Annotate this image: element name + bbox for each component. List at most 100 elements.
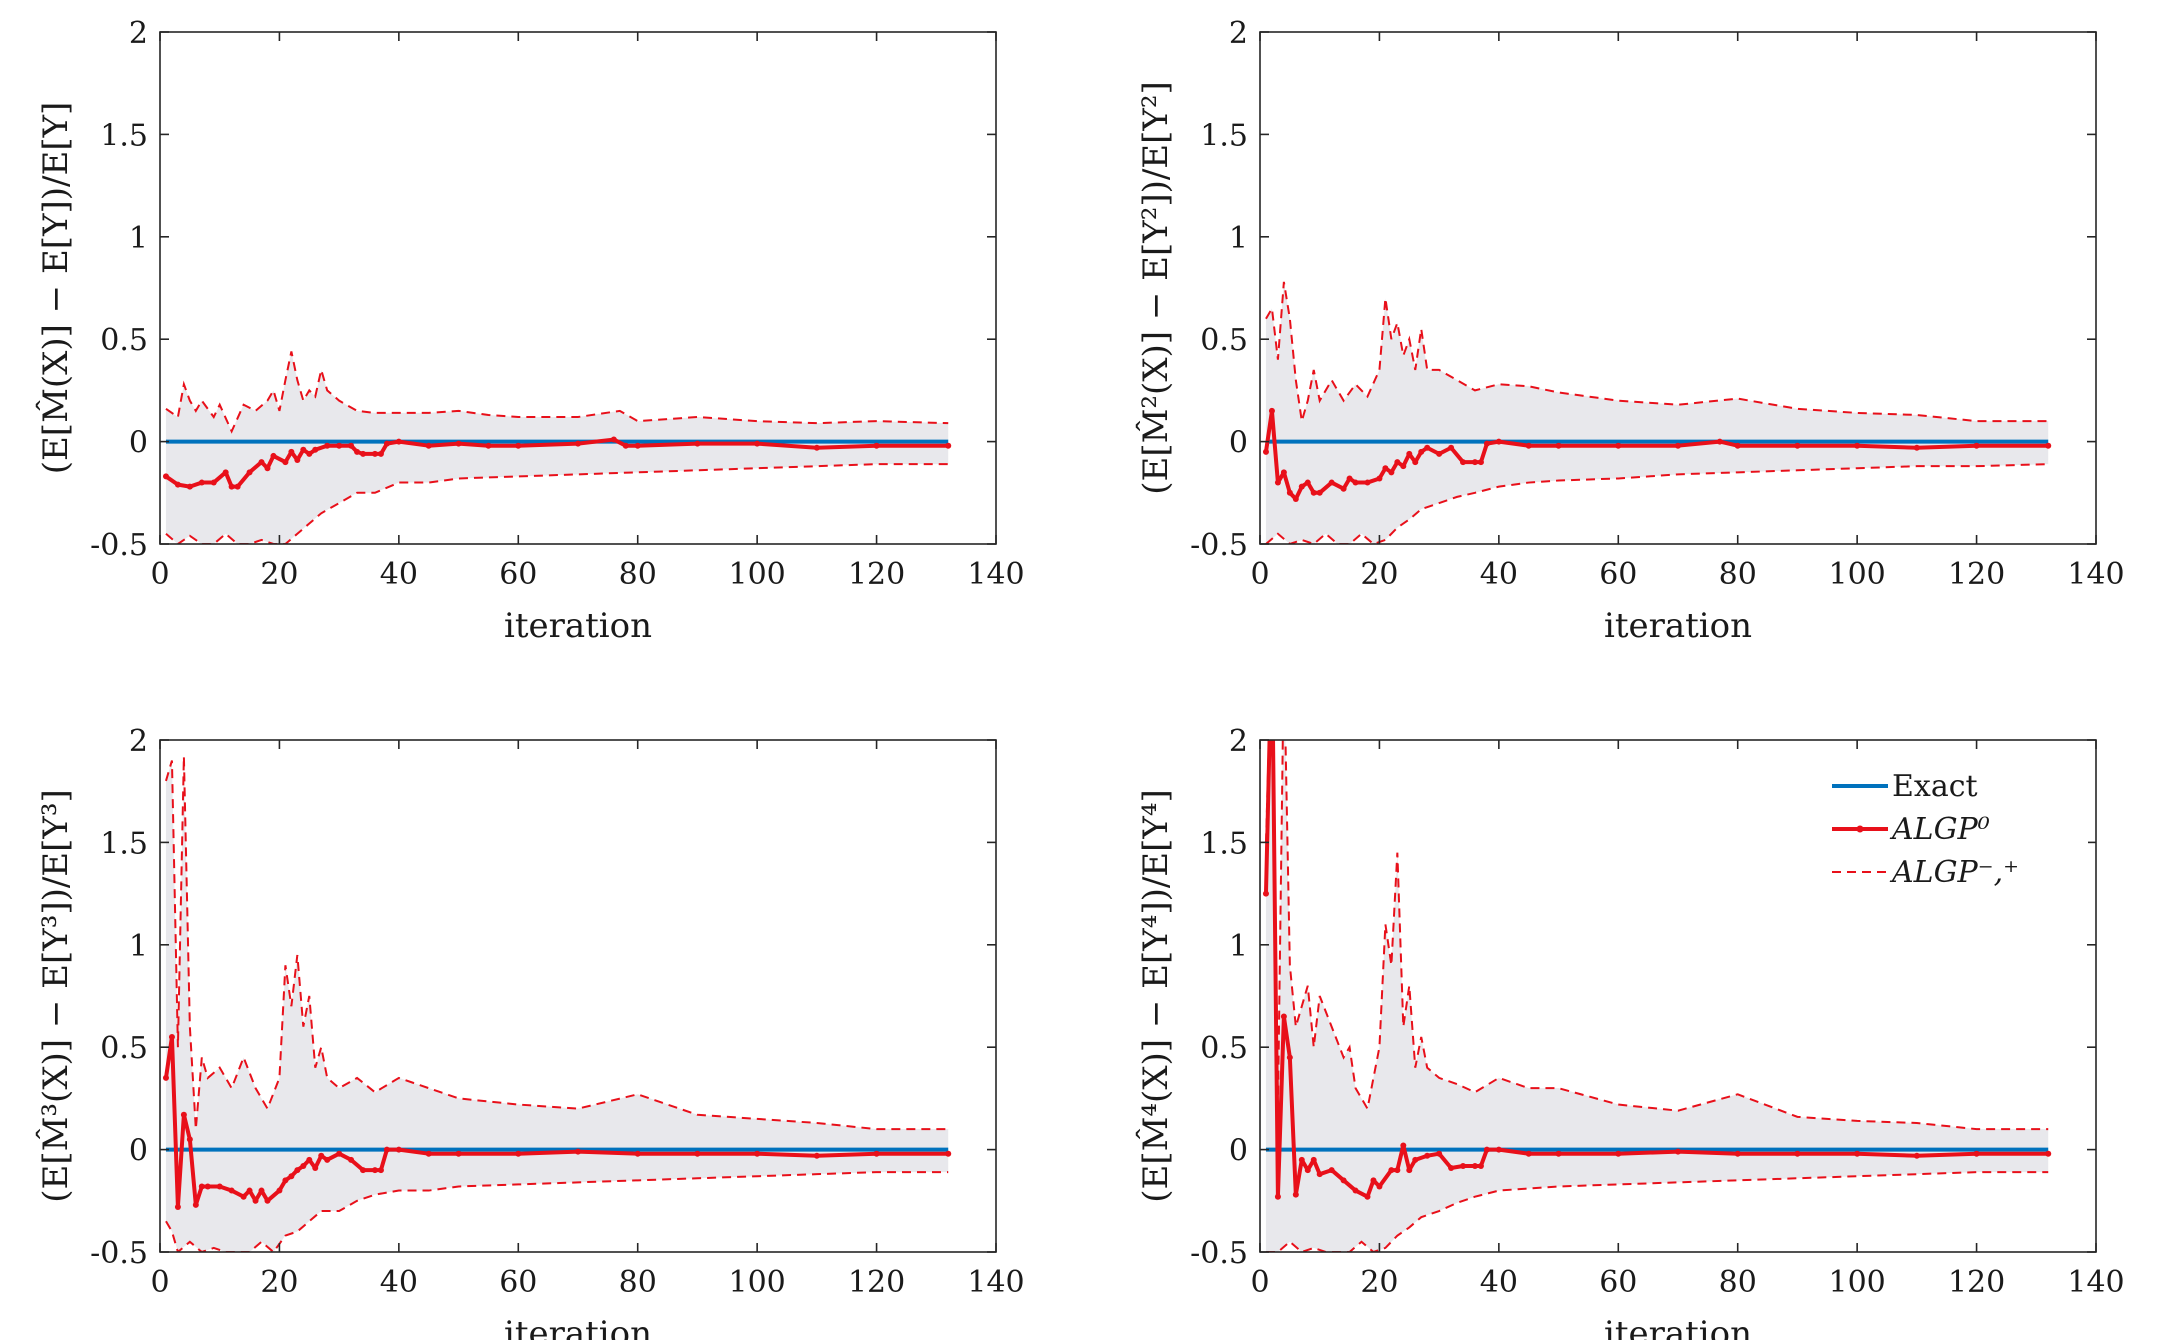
algp0-point bbox=[1424, 1152, 1431, 1159]
x-tick-label: 20 bbox=[1360, 1265, 1398, 1300]
algp0-point bbox=[634, 1150, 641, 1157]
algp0-point bbox=[264, 465, 271, 472]
x-tick-label: 80 bbox=[619, 1265, 657, 1300]
algp0-point bbox=[371, 1167, 378, 1174]
algp0-point bbox=[873, 1150, 880, 1157]
algp0-point bbox=[455, 1150, 462, 1157]
algp0-point bbox=[282, 459, 289, 466]
algp0-point bbox=[1268, 407, 1275, 414]
algp0-point bbox=[634, 442, 641, 449]
algp0-point bbox=[228, 483, 235, 490]
axes-frame bbox=[159, 31, 997, 545]
xlabel-fourth-moment: iteration bbox=[1604, 1314, 1752, 1340]
x-tick-label: 60 bbox=[1599, 1265, 1637, 1300]
algp-lower-bound-line bbox=[1265, 1171, 2049, 1252]
x-tick-label: 40 bbox=[380, 1265, 418, 1300]
algp0-point bbox=[1364, 1193, 1371, 1200]
algp0-point bbox=[1675, 442, 1681, 449]
algp0-point bbox=[348, 1156, 355, 1163]
y-tick-label: 0 bbox=[129, 1134, 148, 1169]
x-tick-label: 140 bbox=[2067, 557, 2124, 592]
algp0-point bbox=[2045, 442, 2052, 449]
algp0-point bbox=[216, 1183, 223, 1190]
algp0-point bbox=[234, 483, 241, 490]
y-tick-label: 2 bbox=[129, 724, 148, 759]
x-tick-label: 100 bbox=[729, 557, 786, 592]
y-tick-label: 0.5 bbox=[100, 323, 148, 358]
plot-series bbox=[162, 756, 952, 1252]
algp0-point bbox=[312, 446, 319, 453]
x-tick-label: 0 bbox=[1250, 557, 1269, 592]
algp0-point bbox=[1675, 1148, 1681, 1155]
algp0-point bbox=[425, 1150, 432, 1157]
y-tick-label: 0 bbox=[129, 426, 148, 461]
algp0-point bbox=[1448, 1165, 1455, 1172]
algp0-point bbox=[1370, 1177, 1377, 1184]
algp0-point bbox=[270, 452, 277, 459]
algp0-point bbox=[1477, 459, 1484, 466]
algp0-point bbox=[1310, 489, 1317, 496]
algp0-point bbox=[1328, 1167, 1335, 1174]
algp0-point bbox=[264, 1197, 271, 1204]
algp0-point bbox=[873, 442, 880, 449]
algp0-point bbox=[192, 1201, 199, 1208]
subplot-fourth-moment: 0 20 40 60 80 100 120 140-0.500.511.52 bbox=[1190, 724, 2124, 1300]
x-tick-label: 40 bbox=[1480, 1265, 1518, 1300]
algp0-point bbox=[300, 446, 307, 453]
algp0-point bbox=[622, 442, 629, 449]
algp0-point bbox=[324, 1156, 331, 1163]
algp0-point bbox=[222, 469, 229, 476]
y-tick-label: 1 bbox=[1229, 221, 1248, 256]
uncertainty-band bbox=[165, 351, 949, 544]
y-tick-label: 1.5 bbox=[1200, 118, 1248, 153]
y-tick-label: 0 bbox=[1229, 426, 1248, 461]
algp0-point bbox=[610, 436, 617, 443]
ylabel-mean: (E[M̂(X)] − E[Y])/E[Y] bbox=[35, 102, 76, 475]
algp0-point bbox=[425, 442, 432, 449]
xlabel-mean: iteration bbox=[504, 606, 652, 646]
algp0-point bbox=[168, 1033, 175, 1040]
algp0-point bbox=[1376, 475, 1383, 482]
algp0-point bbox=[1412, 459, 1419, 466]
x-tick-label: 60 bbox=[499, 1265, 537, 1300]
y-tick-label: 0.5 bbox=[1200, 1031, 1248, 1066]
ylabel-second-moment: (E[M̂²(X)] − E[Y²])/E[Y²] bbox=[1135, 81, 1176, 494]
x-tick-label: 0 bbox=[1250, 1265, 1269, 1300]
algp0-point bbox=[1298, 1156, 1305, 1163]
legend-box bbox=[1820, 752, 2088, 892]
algp0-point bbox=[174, 1203, 181, 1210]
algp0-point bbox=[1400, 1142, 1407, 1149]
x-tick-label: 120 bbox=[848, 557, 905, 592]
algp0-point bbox=[1298, 483, 1305, 490]
x-tick-label: 20 bbox=[260, 557, 298, 592]
algp0-point bbox=[246, 469, 253, 476]
algp0-point bbox=[485, 442, 492, 449]
algp0-point bbox=[1460, 1162, 1467, 1169]
algp0-point bbox=[377, 1167, 384, 1174]
y-tick-label: 2 bbox=[1229, 724, 1248, 759]
algp0-point bbox=[813, 1152, 820, 1159]
algp0-point bbox=[945, 442, 952, 449]
x-tick-label: 0 bbox=[150, 1265, 169, 1300]
algp0-point bbox=[1406, 1167, 1413, 1174]
algp0-point bbox=[1525, 442, 1532, 449]
x-tick-label: 120 bbox=[1948, 557, 2005, 592]
algp-lower-bound-line bbox=[165, 463, 949, 544]
algp0-point bbox=[1525, 1150, 1532, 1157]
algp0-point bbox=[694, 440, 701, 447]
algp0-point bbox=[300, 1162, 307, 1169]
y-tick-label: 2 bbox=[129, 16, 148, 51]
algp0-point bbox=[515, 442, 522, 449]
algp0-point bbox=[306, 450, 313, 457]
algp0-point bbox=[1495, 1146, 1502, 1153]
algp0-point bbox=[1555, 442, 1562, 449]
algp0-point bbox=[1262, 890, 1269, 897]
x-tick-label: 60 bbox=[1599, 557, 1637, 592]
algp0-point bbox=[1328, 479, 1335, 486]
algp0-point bbox=[945, 1150, 952, 1157]
algp0-point bbox=[383, 1146, 390, 1153]
algp-upper-bound-line bbox=[1264, 740, 2049, 1131]
y-tick-label: 1 bbox=[129, 929, 148, 964]
algp0-point bbox=[1292, 495, 1299, 502]
